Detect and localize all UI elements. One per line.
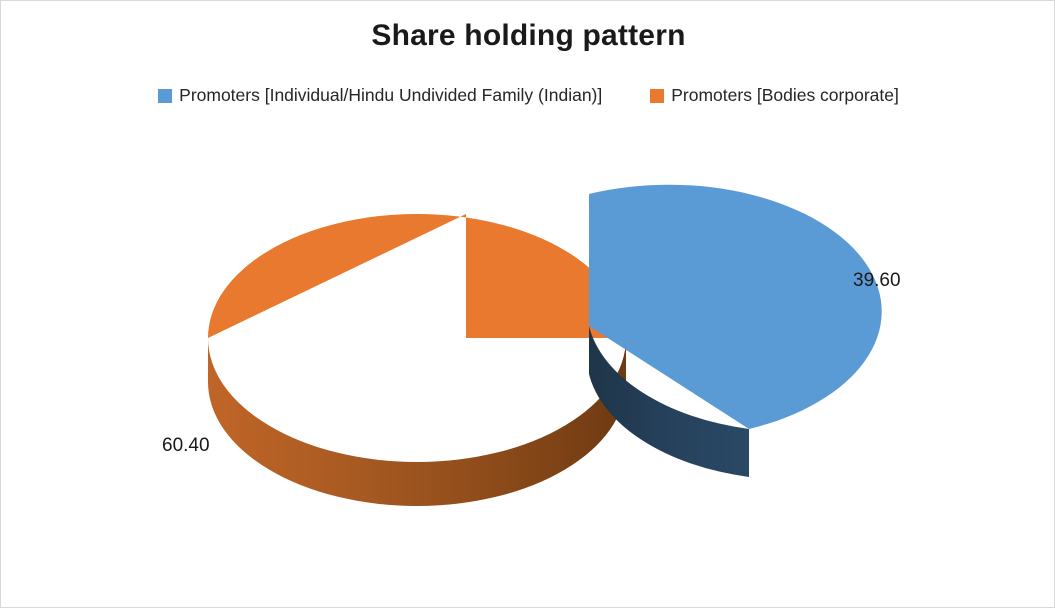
chart-title: Share holding pattern	[371, 19, 686, 52]
legend-item-promoters-individual[interactable]: Promoters [Individual/Hindu Undivided Fa…	[158, 85, 603, 105]
legend-swatch-icon	[158, 88, 173, 103]
pie-slice-top-orange	[208, 214, 626, 338]
data-label-orange: 60.40	[162, 435, 210, 456]
chart-legend: Promoters [Individual/Hindu Undivided Fa…	[1, 85, 1054, 105]
pie-slice-top-blue	[589, 184, 882, 429]
pie-slice-side-orange	[208, 338, 626, 506]
legend-item-label: Promoters [Bodies corporate]	[671, 85, 899, 105]
pie-slice-promoters-individual[interactable]	[589, 184, 882, 477]
legend-item-promoters-bodies-corporate[interactable]: Promoters [Bodies corporate]	[650, 85, 899, 105]
pie-slice-promoters-bodies-corporate[interactable]	[208, 214, 626, 506]
pie-slice-side-blue	[589, 326, 749, 477]
data-label-blue: 39.60	[853, 270, 901, 291]
legend-swatch-icon	[650, 88, 665, 103]
legend-item-label: Promoters [Individual/Hindu Undivided Fa…	[179, 85, 603, 105]
